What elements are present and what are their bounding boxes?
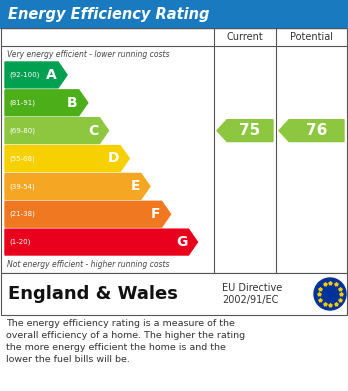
Polygon shape <box>5 118 109 143</box>
Text: (69-80): (69-80) <box>9 127 35 134</box>
Text: 75: 75 <box>239 123 261 138</box>
Text: G: G <box>176 235 188 249</box>
Text: E: E <box>130 179 140 194</box>
Text: (92-100): (92-100) <box>9 72 39 78</box>
Text: Very energy efficient - lower running costs: Very energy efficient - lower running co… <box>7 50 169 59</box>
Text: F: F <box>151 207 160 221</box>
Text: C: C <box>88 124 98 138</box>
Text: 76: 76 <box>306 123 327 138</box>
Text: (21-38): (21-38) <box>9 211 35 217</box>
Polygon shape <box>5 201 171 227</box>
Text: (1-20): (1-20) <box>9 239 30 245</box>
Polygon shape <box>217 120 273 142</box>
Text: A: A <box>46 68 57 82</box>
Polygon shape <box>5 62 67 88</box>
Text: D: D <box>108 151 119 165</box>
Bar <box>0 0 348 28</box>
Polygon shape <box>5 229 198 255</box>
Text: Not energy efficient - higher running costs: Not energy efficient - higher running co… <box>7 260 169 269</box>
Text: Current: Current <box>227 32 263 42</box>
Bar <box>1 28 347 273</box>
Polygon shape <box>5 90 88 116</box>
Text: The energy efficiency rating is a measure of the
overall efficiency of a home. T: The energy efficiency rating is a measur… <box>6 319 245 364</box>
Text: (81-91): (81-91) <box>9 100 35 106</box>
Polygon shape <box>5 145 129 171</box>
Bar <box>1 273 347 315</box>
Text: B: B <box>67 96 78 110</box>
Text: Potential: Potential <box>290 32 333 42</box>
Polygon shape <box>279 120 344 142</box>
Text: (55-68): (55-68) <box>9 155 35 162</box>
Text: EU Directive
2002/91/EC: EU Directive 2002/91/EC <box>222 283 282 305</box>
Circle shape <box>314 278 346 310</box>
Text: England & Wales: England & Wales <box>8 285 178 303</box>
Polygon shape <box>5 174 150 199</box>
Text: (39-54): (39-54) <box>9 183 35 190</box>
Text: Energy Efficiency Rating: Energy Efficiency Rating <box>8 7 209 22</box>
